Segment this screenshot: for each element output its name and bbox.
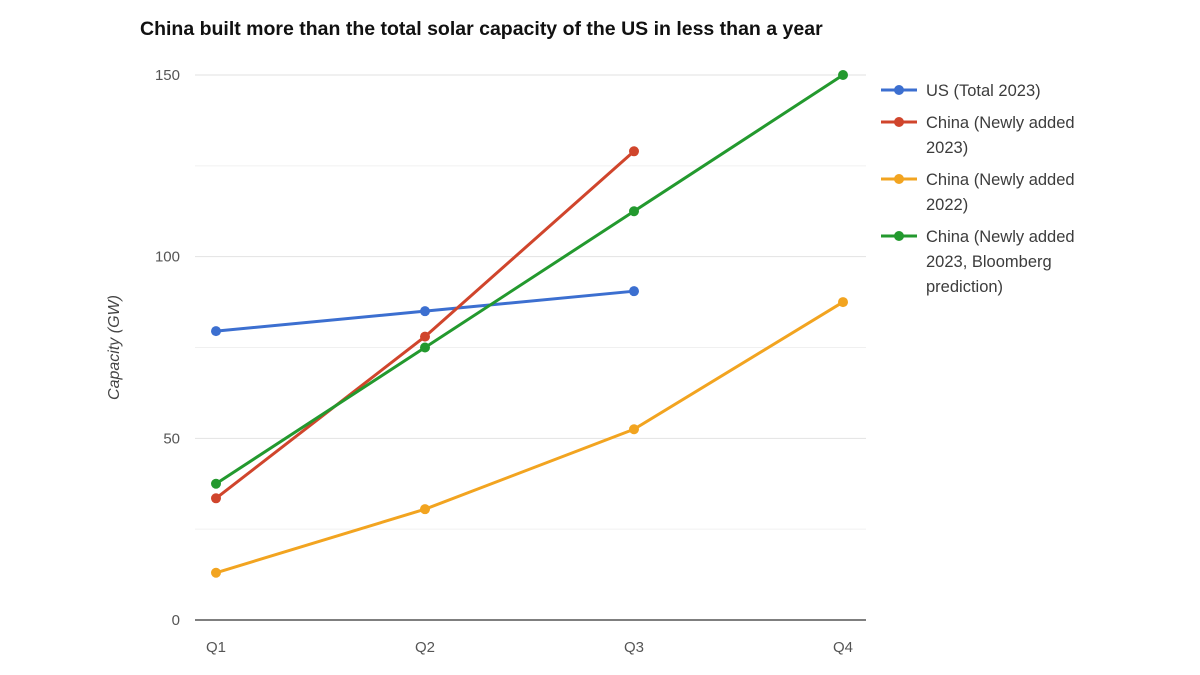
x-tick-label: Q4 [833,639,853,656]
legend-label: China (Newly added [926,228,1075,246]
legend-item: China (Newly added 2022) [881,171,1075,214]
legend-label: 2022) [926,196,968,214]
x-tick-label: Q1 [206,639,226,656]
data-point [211,326,221,337]
chart-title: China built more than the total solar ca… [140,18,823,40]
legend-item: China (Newly added 2023, Bloomberg predict… [881,228,1075,296]
y-axis-label: Capacity (GW) [106,295,123,400]
legend-label: prediction) [926,278,1003,296]
data-point [211,478,221,489]
data-point [420,306,430,317]
series-3 [211,70,848,489]
data-point [211,567,221,578]
series-0 [211,286,639,337]
legend-swatch-dot [894,231,904,241]
y-tick-label: 50 [163,430,180,447]
y-tick-label: 0 [172,612,180,629]
data-point [420,504,430,515]
series-2 [211,297,848,578]
legend-label: US (Total 2023) [926,82,1041,100]
data-point [420,342,430,353]
data-point [629,146,639,157]
legend-swatch-dot [894,85,904,95]
x-tick-label: Q2 [415,639,435,656]
data-point [420,331,430,342]
data-point [629,206,639,217]
legend-label: 2023, Bloomberg [926,253,1052,271]
series-line [214,73,845,486]
series-1 [211,146,639,504]
data-point [629,286,639,297]
y-tick-label: 150 [155,67,180,84]
legend-item: US (Total 2023) [881,82,1041,100]
y-tick-label: 100 [155,249,180,266]
legend-label: 2023) [926,139,968,157]
data-point [838,297,848,308]
x-tick-label: Q3 [624,639,644,656]
data-point [629,424,639,435]
legend-item: China (Newly added 2023) [881,114,1075,157]
data-point [211,493,221,504]
legend-swatch-dot [894,117,904,127]
data-point [838,70,848,80]
legend-swatch-dot [894,174,904,184]
gridlines [195,74,866,530]
series-line [214,300,845,575]
legend-label: China (Newly added [926,114,1075,132]
legend-label: China (Newly added [926,171,1075,189]
